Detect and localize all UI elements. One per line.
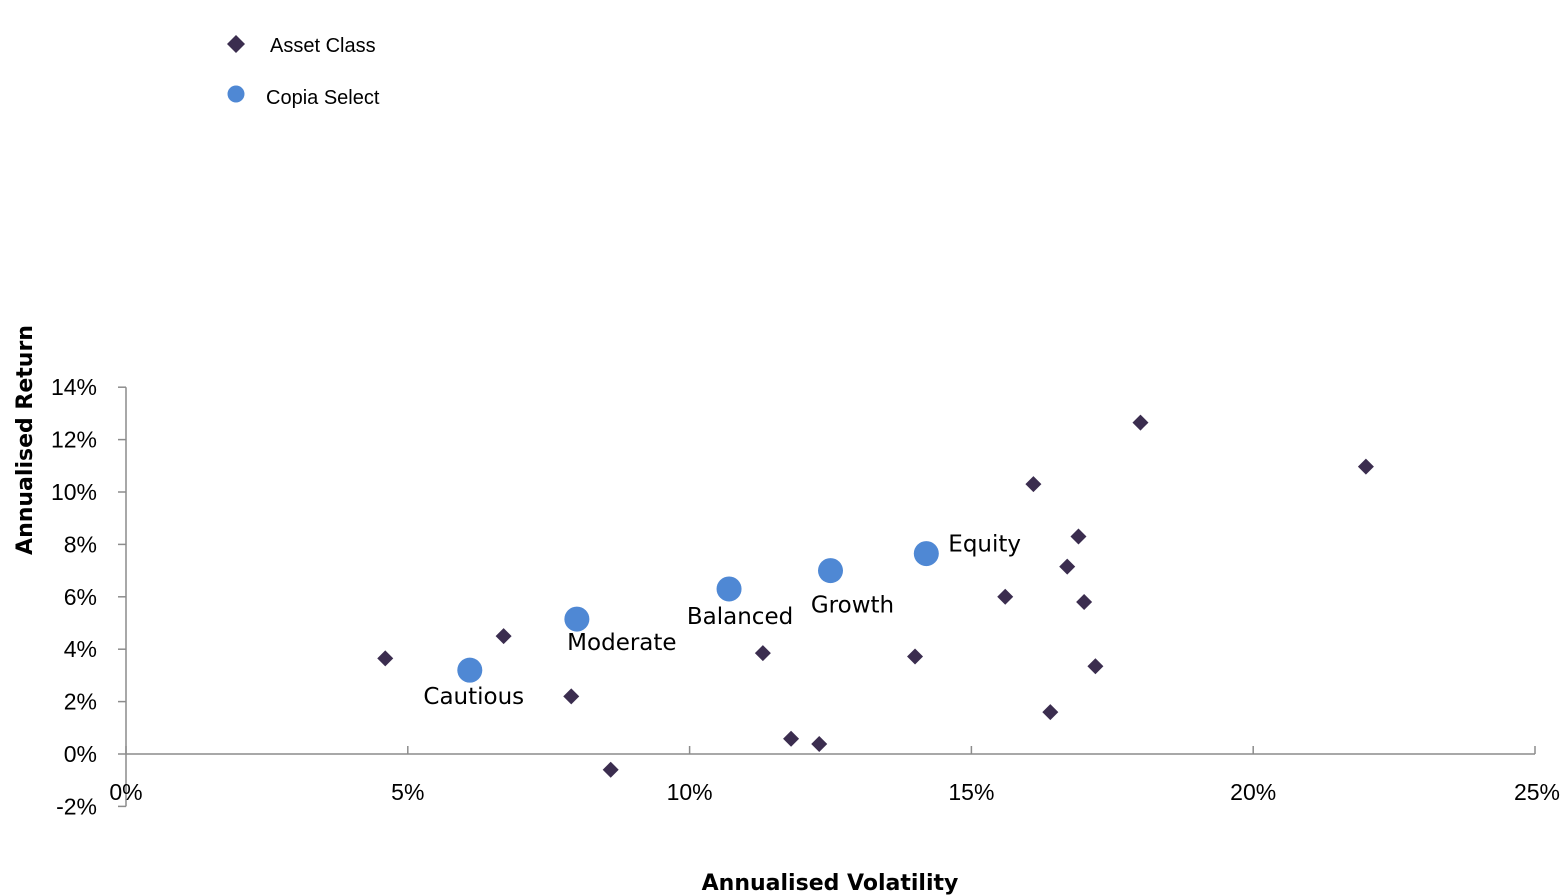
- asset-class-point: [1059, 558, 1076, 575]
- point-label-equity: Equity: [948, 532, 1021, 558]
- point-label-growth: Growth: [811, 593, 894, 619]
- asset-class-point: [1042, 704, 1059, 721]
- copia-select-point: [818, 558, 843, 584]
- y-tick-label: -2%: [56, 793, 97, 819]
- x-tick-label: 15%: [948, 779, 994, 805]
- point-labels: Cautious Moderate Balanced Growth Equity: [423, 532, 1021, 711]
- y-tick-label: 0%: [64, 741, 97, 767]
- legend-circle-icon: [227, 85, 245, 103]
- legend-label: Copia Select: [266, 87, 380, 109]
- asset-class-point: [563, 688, 580, 705]
- y-tick-label: 10%: [51, 479, 97, 505]
- asset-class-point: [754, 645, 771, 662]
- asset-class-point: [602, 761, 619, 778]
- x-tick-label: 5%: [391, 779, 424, 805]
- x-tick-label: 10%: [667, 779, 713, 805]
- y-tick-label: 8%: [64, 531, 97, 557]
- asset-class-point: [495, 628, 512, 645]
- axes: -2% 0% 2% 4% 6% 8% 10% 12% 14% 0% 5% 10% 15% 20% 25% An…: [13, 325, 1560, 896]
- asset-class-point: [907, 648, 924, 665]
- y-tick-label: 14%: [51, 374, 97, 400]
- asset-class-point: [377, 650, 394, 667]
- asset-class-point: [1025, 476, 1042, 493]
- copia-select-point: [716, 576, 742, 602]
- asset-class-point: [783, 730, 800, 747]
- asset-class-point: [1357, 458, 1374, 475]
- asset-class-point: [997, 588, 1014, 605]
- point-label-cautious: Cautious: [423, 684, 524, 710]
- y-axis-title: Annualised Return: [13, 325, 38, 555]
- y-tick-label: 6%: [64, 584, 97, 610]
- y-tick-label: 4%: [64, 636, 97, 662]
- x-tick-label: 25%: [1514, 779, 1560, 805]
- point-label-moderate: Moderate: [567, 630, 676, 656]
- legend: Asset Class Copia Select: [227, 35, 380, 109]
- x-tick-label: 0%: [109, 779, 142, 805]
- asset-class-point: [811, 736, 828, 753]
- x-axis-title: Annualised Volatility: [702, 871, 959, 896]
- copia-select-point: [457, 657, 483, 683]
- copia-select-point: [564, 606, 590, 632]
- legend-label: Asset Class: [270, 35, 376, 57]
- asset-class-point: [1076, 594, 1093, 611]
- asset-class-point: [1087, 658, 1104, 675]
- point-label-balanced: Balanced: [687, 604, 793, 630]
- legend-diamond-icon: [227, 35, 245, 53]
- y-tick-label: 2%: [64, 689, 97, 715]
- asset-class-point: [1132, 414, 1149, 431]
- copia-select-point: [913, 541, 939, 567]
- y-tick-label: 12%: [51, 427, 97, 453]
- x-tick-label: 20%: [1230, 779, 1276, 805]
- data-marks: [377, 414, 1374, 778]
- asset-class-point: [1070, 528, 1087, 545]
